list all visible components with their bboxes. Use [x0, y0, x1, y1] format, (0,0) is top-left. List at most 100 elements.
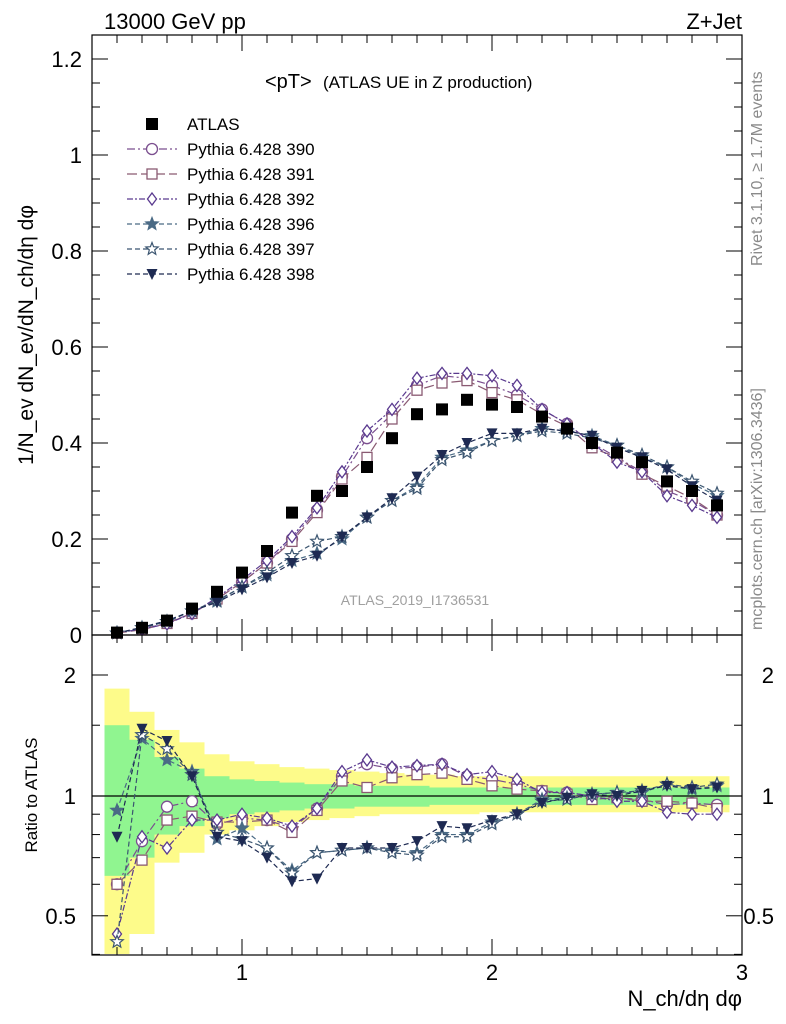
ratio-uncertainty-band-inner — [204, 776, 230, 819]
main-data-point — [686, 485, 698, 497]
main-data-point — [286, 506, 298, 519]
ratio-data-point — [111, 831, 123, 843]
main-data-point — [336, 485, 348, 497]
ratio-data-point — [486, 764, 498, 779]
plot-title-main: <pT> — [265, 71, 312, 93]
ratio-data-point — [611, 791, 623, 802]
ratio-data-point — [261, 811, 273, 826]
ratio-data-point — [661, 780, 673, 792]
legend-label: Pythia 6.428 391 — [187, 165, 315, 184]
main-data-point — [461, 393, 473, 406]
plot-title-sub: (ATLAS UE in Z production) — [323, 73, 532, 92]
ratio-data-point — [586, 789, 598, 801]
main-data-point — [236, 566, 248, 579]
ratio-data-point — [411, 758, 423, 773]
main-data-point — [261, 572, 273, 584]
ratio-data-point — [336, 843, 348, 855]
ratio-data-point — [636, 785, 648, 797]
ratio-y-axis-label: Ratio to ATLAS — [22, 738, 41, 853]
main-y-tick-label: 0.4 — [51, 431, 82, 456]
main-panel: 0 0.2 0.4 0.6 0.8 1 1.2 <pT> (ATLAS UE in Z pr… — [15, 34, 743, 648]
main-data-point — [661, 488, 673, 503]
main-data-point — [459, 444, 475, 460]
ratio-data-point — [336, 764, 348, 779]
main-data-point — [436, 366, 448, 381]
main-y-tick-label: 0.6 — [51, 335, 82, 360]
ratio-data-point — [459, 828, 475, 844]
main-data-point — [411, 371, 423, 386]
ratio-data-point — [261, 852, 273, 864]
ratio-data-point — [486, 780, 498, 792]
rivet-version-label: Rivet 3.1.10, ≥ 1.7M events — [749, 71, 766, 266]
main-data-point — [186, 602, 198, 615]
ratio-data-point — [136, 723, 148, 735]
ratio-data-point — [511, 772, 523, 787]
main-data-point — [286, 558, 298, 569]
ratio-y-tick-label-right: 1 — [762, 784, 774, 809]
main-data-point — [336, 531, 348, 543]
main-data-point — [536, 410, 548, 423]
ratio-data-point — [436, 757, 448, 772]
main-data-point — [261, 545, 273, 557]
ratio-series-5 — [111, 723, 723, 888]
ratio-data-point — [486, 815, 498, 827]
main-data-point — [161, 614, 173, 627]
main-data-point — [586, 430, 598, 442]
ratio-data-point — [286, 876, 298, 888]
main-y-tick-label: 0.8 — [51, 239, 82, 264]
ratio-data-point — [161, 814, 173, 826]
ratio-data-point — [136, 829, 148, 844]
ratio-data-point — [536, 798, 548, 810]
ratio-data-point — [160, 800, 174, 813]
ratio-y-tick-label-left: 2 — [64, 663, 76, 688]
ratio-data-point — [211, 831, 223, 843]
main-data-point — [286, 529, 298, 544]
main-data-point — [486, 368, 498, 383]
main-y-tick-label: 1 — [70, 143, 82, 168]
legend-marker — [146, 118, 158, 130]
legend-marker — [146, 168, 158, 180]
ratio-data-point — [185, 795, 199, 808]
ratio-uncertainty-band-inner — [254, 780, 280, 813]
ratio-y-tick-label-left: 0.5 — [45, 904, 76, 929]
main-data-point — [311, 500, 323, 515]
main-y-tick-label: 0.2 — [51, 527, 82, 552]
main-data-point — [436, 450, 448, 461]
ratio-y-tick-label-left: 1 — [64, 784, 76, 809]
legend-label: Pythia 6.428 397 — [187, 240, 315, 259]
main-data-point — [486, 398, 498, 411]
main-data-point — [661, 464, 673, 476]
main-data-point — [386, 493, 398, 505]
legend-marker — [146, 191, 158, 207]
main-data-point — [511, 378, 523, 393]
main-data-point — [636, 456, 648, 469]
ratio-data-point — [286, 819, 298, 834]
main-data-point — [361, 423, 373, 439]
main-data-point — [611, 446, 623, 459]
mcplots-source-label: mcplots.cern.ch [arXiv:1306.3436] — [749, 388, 766, 630]
ratio-data-point — [436, 821, 448, 833]
ratio-data-point — [461, 823, 473, 835]
x-tick-label: 2 — [486, 960, 498, 985]
ratio-data-point — [109, 802, 125, 818]
main-data-point — [461, 438, 473, 449]
main-data-point — [486, 428, 498, 440]
ratio-data-point — [686, 784, 698, 796]
main-data-point — [461, 366, 473, 381]
x-axis-label: N_ch/dη dφ — [627, 986, 742, 1011]
ratio-data-point — [561, 792, 573, 804]
ratio-data-point — [361, 843, 373, 855]
ratio-data-point — [161, 736, 173, 748]
ratio-y-tick-label-right: 0.5 — [743, 904, 774, 929]
main-data-point — [361, 512, 373, 524]
ratio-data-point — [711, 807, 723, 822]
main-y-axis-label: 1/N_ev dN_ev/dN_ch/dη dφ — [15, 205, 38, 465]
ratio-data-point — [236, 836, 248, 848]
main-data-point — [486, 386, 498, 399]
main-data-point — [561, 422, 573, 435]
main-series-0 — [111, 393, 723, 639]
ratio-data-point — [109, 933, 125, 949]
main-y-tick-label: 0 — [70, 623, 82, 648]
main-data-point — [311, 550, 323, 562]
